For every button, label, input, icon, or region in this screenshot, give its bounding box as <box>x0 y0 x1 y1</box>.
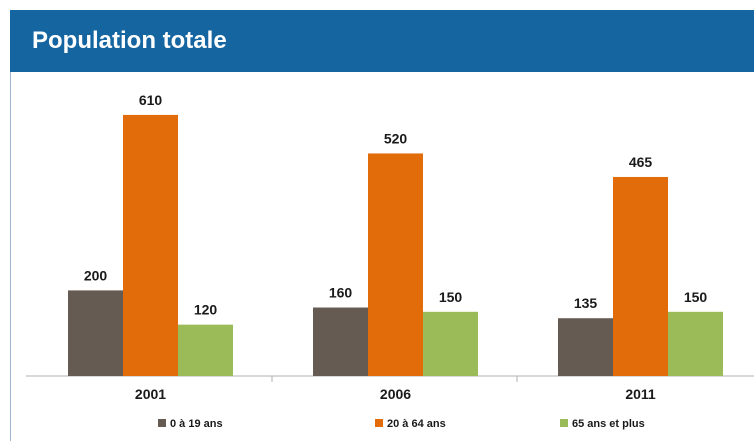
bar-2001-series-2 <box>123 115 178 376</box>
bar-2006-series-1 <box>313 308 368 376</box>
bar-2006-series-3 <box>423 312 478 376</box>
data-label: 150 <box>684 289 708 305</box>
category-labels-group: 2001 2006 2011 <box>135 386 656 402</box>
data-label: 520 <box>384 130 408 146</box>
data-label: 150 <box>439 289 463 305</box>
bars-group <box>68 115 723 376</box>
legend-label-3: 65 ans et plus <box>572 418 645 430</box>
legend-swatch-2 <box>375 419 383 427</box>
bar-2001-series-1 <box>68 290 123 376</box>
data-label: 120 <box>194 302 218 318</box>
x-tick-label-2011: 2011 <box>625 386 656 402</box>
x-axis-ticks <box>272 376 517 382</box>
data-label: 135 <box>574 295 598 311</box>
data-label: 200 <box>84 267 108 283</box>
legend-swatch-1 <box>158 419 166 427</box>
x-tick-label-2006: 2006 <box>380 386 411 402</box>
legend-label-1: 0 à 19 ans <box>170 418 223 430</box>
bar-2001-series-3 <box>178 325 233 376</box>
bar-2011-series-2 <box>613 177 668 376</box>
bar-2011-series-3 <box>668 312 723 376</box>
legend: 0 à 19 ans 20 à 64 ans 65 ans et plus <box>158 418 645 430</box>
data-label: 465 <box>629 154 653 170</box>
data-label: 610 <box>139 92 163 108</box>
bar-2006-series-2 <box>368 153 423 376</box>
data-label: 160 <box>329 285 353 301</box>
legend-swatch-3 <box>560 419 568 427</box>
bar-2011-series-1 <box>558 318 613 376</box>
legend-label-2: 20 à 64 ans <box>387 418 446 430</box>
x-tick-label-2001: 2001 <box>135 386 166 402</box>
